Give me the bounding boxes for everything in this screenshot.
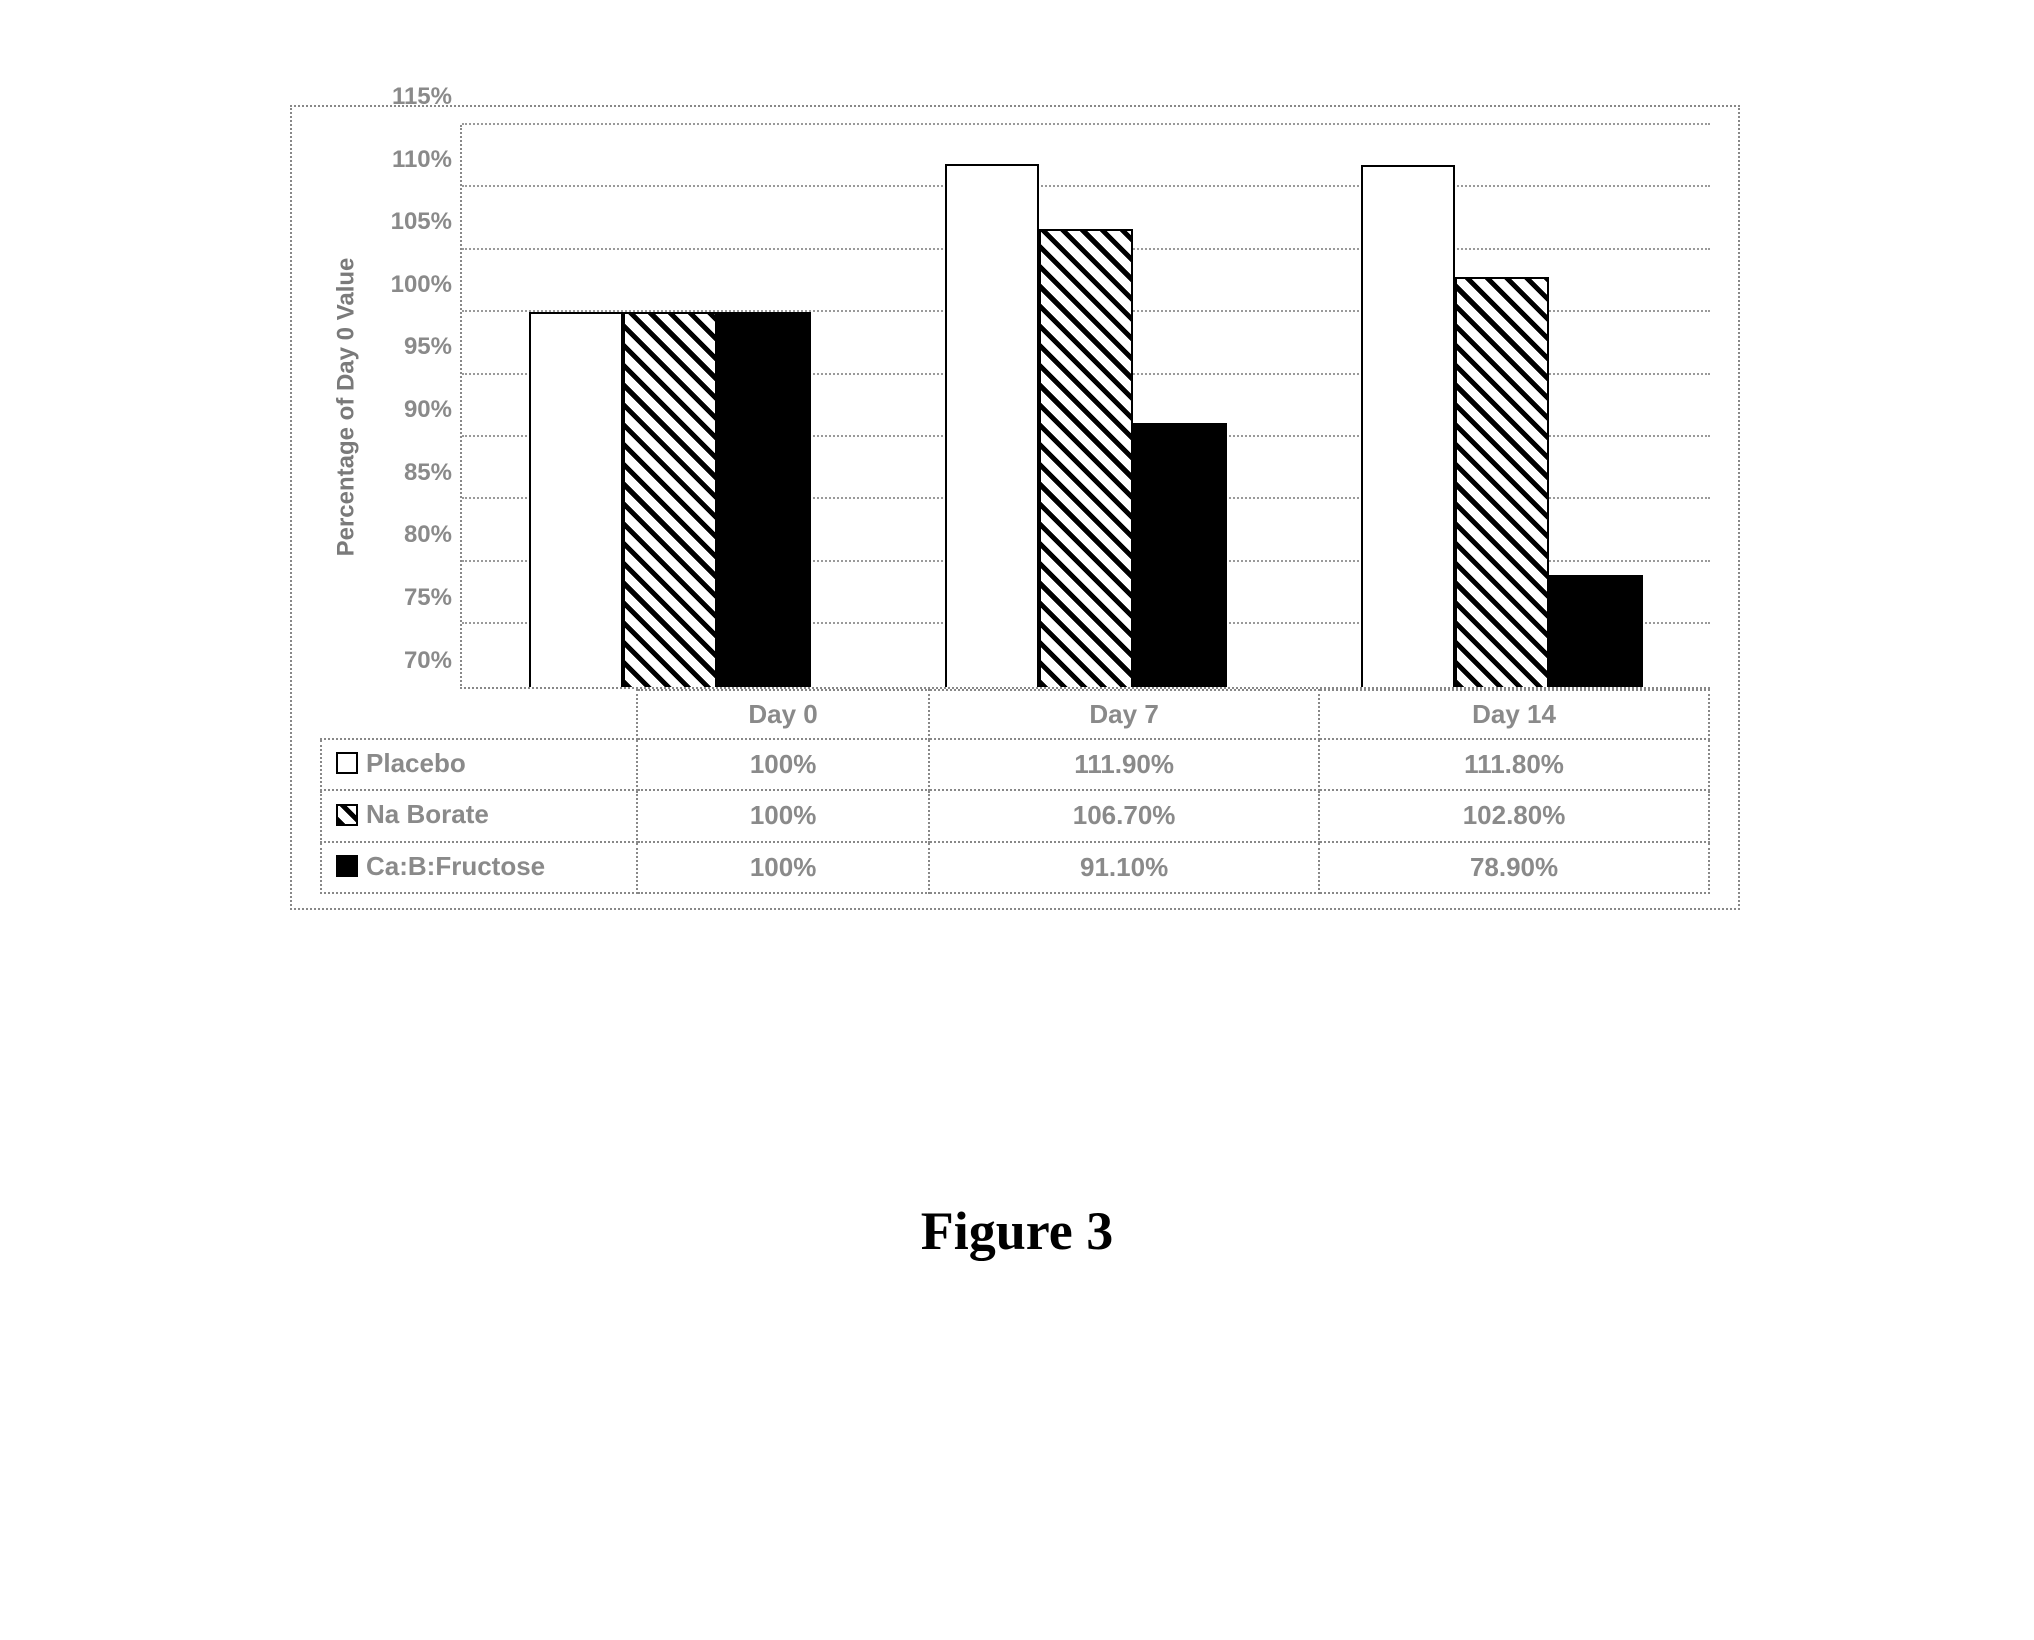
table-cell: 111.90% (929, 739, 1319, 791)
table-corner-cell (321, 690, 637, 739)
table-row-header: Day 0 Day 7 Day 14 (321, 690, 1709, 739)
legend-cell-placebo: Placebo (321, 739, 637, 791)
y-tick-label: 85% (404, 459, 452, 487)
legend-cell-naborate: Na Borate (321, 790, 637, 842)
series-label: Ca:B:Fructose (366, 851, 545, 882)
bar (1039, 229, 1133, 687)
bar-group (462, 125, 878, 687)
table-row-placebo: Placebo 100% 111.90% 111.80% (321, 739, 1709, 791)
table-row-cabfructose: Ca:B:Fructose 100% 91.10% 78.90% (321, 842, 1709, 894)
swatch-solid-icon (336, 855, 358, 877)
swatch-empty-icon (336, 752, 358, 774)
swatch-hatch-icon (336, 804, 358, 826)
chart-inner: Percentage of Day 0 Value 70% 75% 80% 85% 90… (320, 125, 1710, 894)
table-cell: 78.90% (1319, 842, 1709, 894)
y-axis-ticks: 70%75%80%85%90%95%100%105%110%115% (372, 125, 460, 689)
series-label: Placebo (366, 748, 466, 779)
table-cell: 100% (637, 842, 929, 894)
y-tick-label: 100% (391, 271, 452, 299)
bar-group (1294, 125, 1710, 687)
page: Percentage of Day 0 Value 70% 75% 80% 85% 90… (0, 0, 2034, 1640)
bar (529, 312, 623, 686)
bar (1133, 423, 1227, 686)
bar-group (878, 125, 1294, 687)
table-cell: 100% (637, 739, 929, 791)
y-tick-label: 110% (392, 146, 452, 174)
y-tick-label: 70% (404, 647, 452, 675)
series-label: Na Borate (366, 799, 489, 830)
y-axis-label: Percentage of Day 0 Value (332, 257, 360, 556)
table-cell: 102.80% (1319, 790, 1709, 842)
y-axis-label-cell: Percentage of Day 0 Value (320, 125, 372, 689)
bar-groups (462, 125, 1710, 687)
table-cell: 111.80% (1319, 739, 1709, 791)
y-tick-label: 95% (404, 333, 452, 361)
bar (717, 312, 811, 686)
bar (1455, 277, 1549, 686)
y-tick-label: 105% (391, 208, 452, 236)
table-cell: 100% (637, 790, 929, 842)
y-tick-label: 115% (392, 83, 452, 111)
bar (1549, 575, 1643, 686)
bar (1361, 165, 1455, 687)
table-cell: 91.10% (929, 842, 1319, 894)
table-header: Day 14 (1319, 690, 1709, 739)
y-tick-label: 75% (404, 584, 452, 612)
y-tick-label: 90% (404, 396, 452, 424)
legend-cell-cabfructose: Ca:B:Fructose (321, 842, 637, 894)
bar (945, 164, 1039, 687)
data-table: Day 0 Day 7 Day 14 Placebo 100% 111.90% … (320, 689, 1710, 895)
table-row-naborate: Na Borate 100% 106.70% 102.80% (321, 790, 1709, 842)
table-header: Day 7 (929, 690, 1319, 739)
table-cell: 106.70% (929, 790, 1319, 842)
chart-frame: Percentage of Day 0 Value 70% 75% 80% 85% 90… (290, 105, 1740, 910)
plot-area (460, 125, 1710, 689)
figure-caption: Figure 3 (0, 1200, 2034, 1262)
y-tick-label: 80% (404, 521, 452, 549)
chart-plot-row: Percentage of Day 0 Value 70% 75% 80% 85% 90… (320, 125, 1710, 689)
bar (623, 312, 717, 686)
table-header: Day 0 (637, 690, 929, 739)
